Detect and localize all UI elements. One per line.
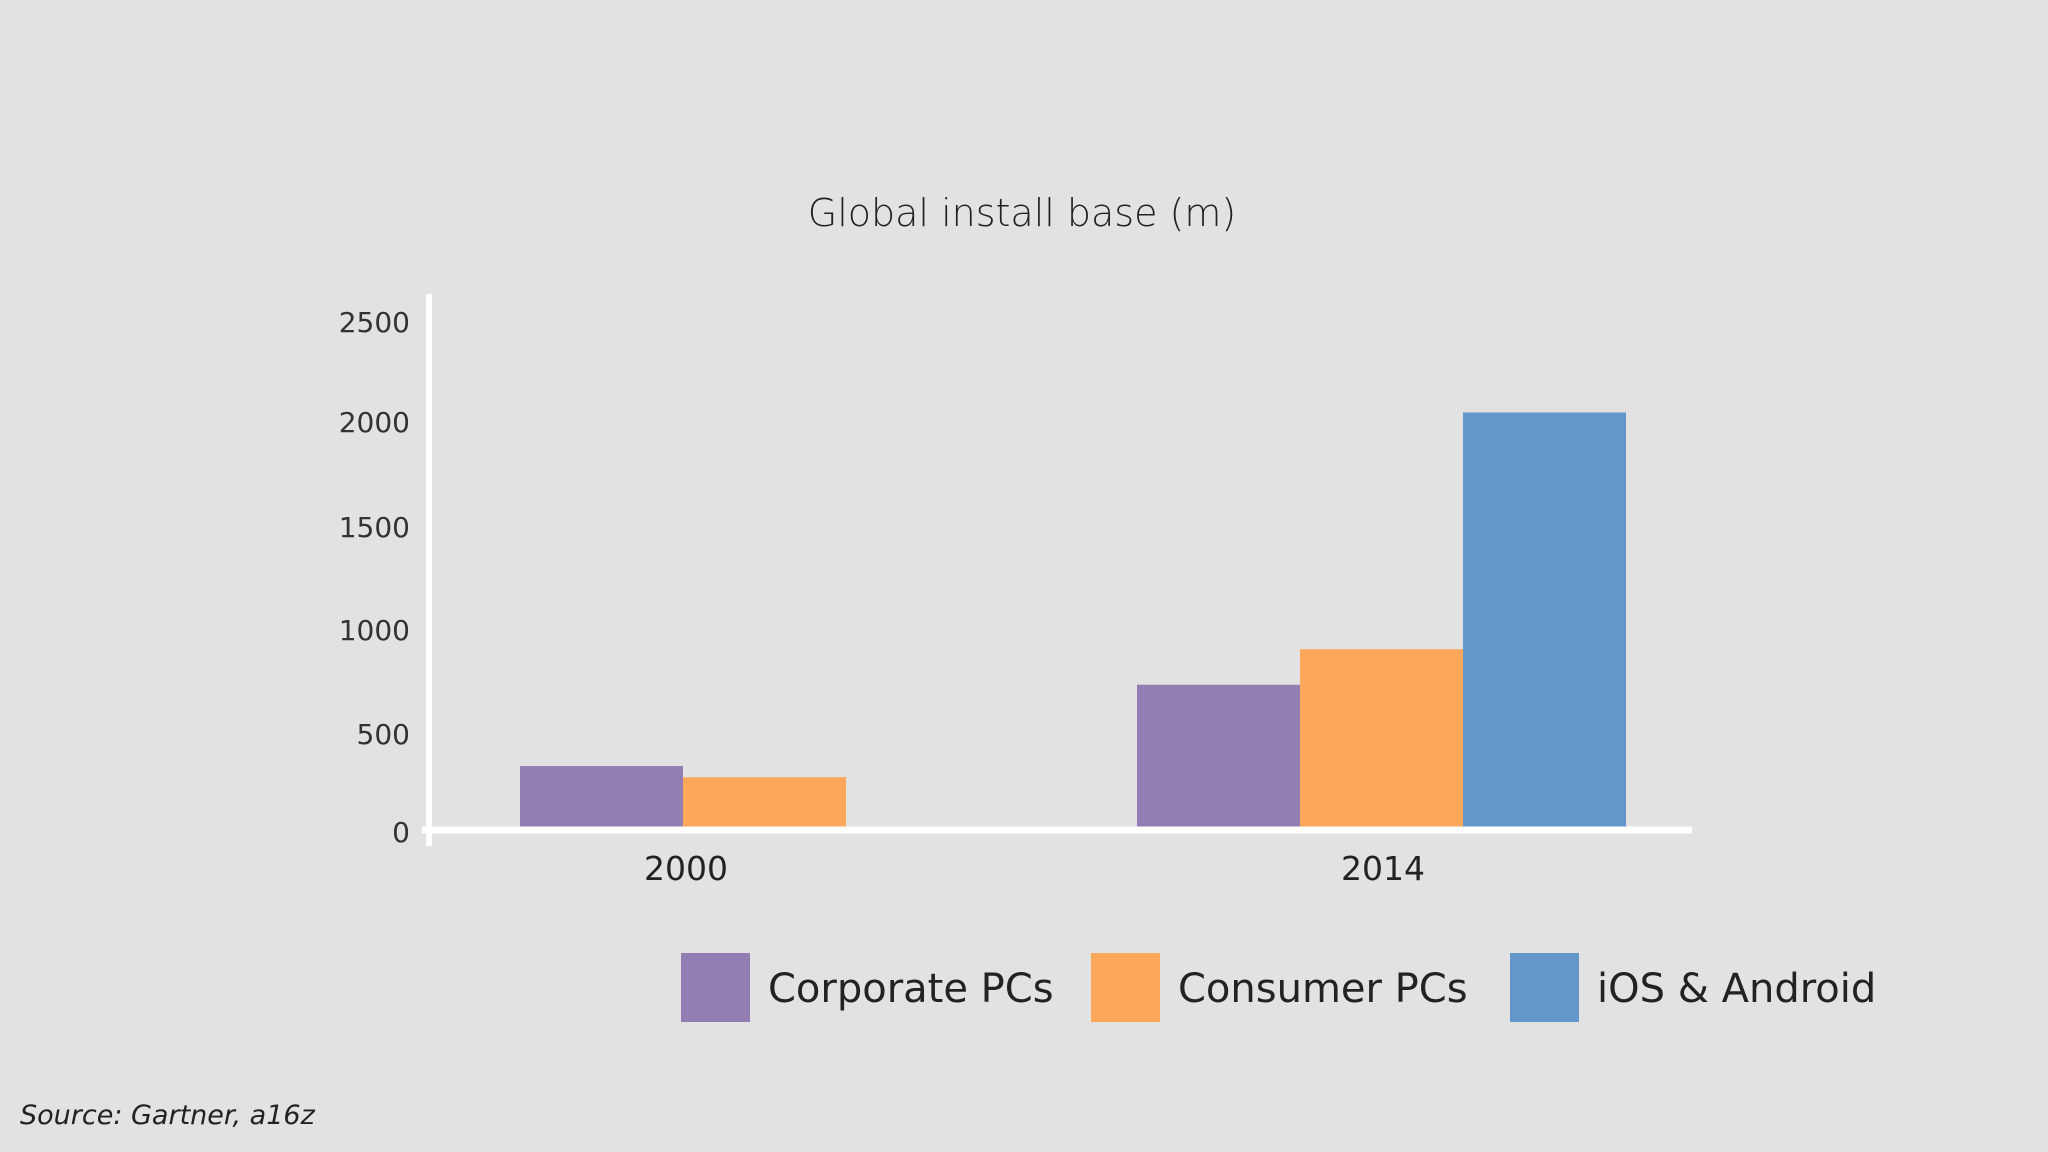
bars [520,412,1626,827]
bar-consumer-pcs-2014 [1300,649,1463,827]
legend-swatch [1091,953,1160,1022]
legend-label: Consumer PCs [1178,966,1468,1012]
legend-swatch [681,953,750,1022]
y-tick-label: 1000 [339,614,410,647]
y-tick-label: 2000 [339,406,410,439]
y-axis-ticks: 0 500 1000 1500 2000 2500 [339,306,410,849]
bar-ios-android-2014 [1463,412,1626,827]
y-tick-label: 2500 [339,306,410,339]
legend-swatch [1510,953,1579,1022]
x-tick-label: 2000 [644,849,728,888]
legend-label: iOS & Android [1597,966,1876,1012]
y-tick-label: 0 [392,816,410,849]
bar-corporate-pcs-2000 [520,766,683,827]
legend-label: Corporate PCs [768,966,1054,1012]
bar-consumer-pcs-2000 [683,777,846,827]
y-tick-label: 500 [357,718,410,751]
x-axis-labels: 2000 2014 [644,849,1425,888]
bar-corporate-pcs-2014 [1137,684,1300,827]
source-note: Source: Gartner, a16z [20,1100,315,1131]
chart-title: Global install base (m) [808,191,1236,235]
x-tick-label: 2014 [1341,849,1425,888]
y-tick-label: 1500 [339,511,410,544]
legend: Corporate PCs Consumer PCs iOS & Android [681,953,1876,1022]
